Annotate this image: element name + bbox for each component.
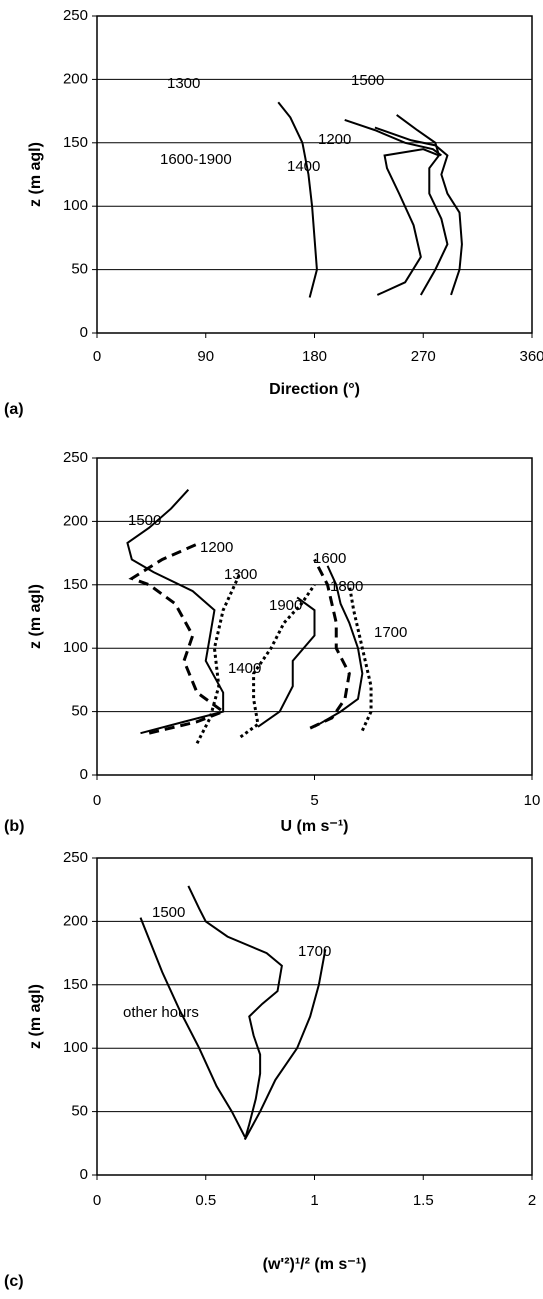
panel-label: (c) [4, 1273, 24, 1290]
y-tick-label: 0 [80, 324, 88, 341]
profile-line [309, 558, 351, 730]
x-tick-label: 0.5 [195, 1192, 216, 1209]
y-tick-label: 50 [71, 261, 88, 278]
x-tick-label: 2 [528, 1192, 536, 1209]
x-axis-label: Direction (°) [269, 381, 360, 398]
x-axis-label: U (m s⁻¹) [281, 818, 349, 835]
series-label: 1500 [128, 512, 161, 529]
profile-line [139, 917, 246, 1138]
series-label: 1200 [200, 539, 233, 556]
x-tick-label: 0 [93, 792, 101, 809]
series-label: 1900 [269, 597, 302, 614]
profile-line [239, 583, 316, 739]
profile-line [344, 119, 442, 157]
x-tick-label: 5 [310, 792, 318, 809]
x-tick-label: 90 [197, 348, 214, 365]
series-label: 1300 [167, 75, 200, 92]
profile-line [128, 542, 227, 735]
y-axis-label: z (m agl) [27, 584, 44, 649]
y-tick-label: 150 [63, 576, 88, 593]
x-tick-label: 0 [93, 348, 101, 365]
profile-line [347, 584, 373, 732]
y-tick-label: 250 [63, 449, 88, 466]
y-tick-label: 150 [63, 976, 88, 993]
series-label: 1700 [298, 943, 331, 960]
plot-frame [96, 457, 533, 776]
profile-line [244, 949, 327, 1140]
series-label: 1600 [313, 550, 346, 567]
series-label: 1300 [224, 566, 257, 583]
plot-frame [96, 15, 533, 334]
series-label: 1700 [374, 624, 407, 641]
series-label: 1200 [318, 131, 351, 148]
y-tick-label: 150 [63, 134, 88, 151]
profile-line [257, 596, 316, 728]
y-tick-label: 100 [63, 1039, 88, 1056]
x-axis-label: (w'²)¹/² (m s⁻¹) [263, 1256, 367, 1273]
series-label: 1500 [351, 72, 384, 89]
y-tick-label: 50 [71, 1103, 88, 1120]
x-tick-label: 180 [302, 348, 327, 365]
y-tick-label: 0 [80, 1166, 88, 1183]
y-axis-label: z (m agl) [27, 142, 44, 207]
plot-frame [96, 857, 533, 1176]
panel-label: (b) [4, 818, 24, 835]
x-tick-label: 10 [524, 792, 541, 809]
profile-line [126, 489, 225, 735]
series-label: other hours [123, 1004, 199, 1021]
profile-line [396, 114, 449, 296]
x-tick-label: 1.5 [413, 1192, 434, 1209]
y-tick-label: 250 [63, 7, 88, 24]
series-label: 1400 [287, 158, 320, 175]
series-label: 1500 [152, 904, 185, 921]
y-tick-label: 50 [71, 703, 88, 720]
profile-line [374, 126, 463, 296]
profile-line [277, 101, 318, 298]
x-tick-label: 0 [93, 1192, 101, 1209]
x-tick-label: 360 [519, 348, 543, 365]
y-tick-label: 100 [63, 197, 88, 214]
y-tick-label: 250 [63, 849, 88, 866]
series-label: 1400 [228, 660, 261, 677]
y-axis-label: z (m agl) [27, 984, 44, 1049]
profile-line [187, 885, 283, 1140]
series-label: 1600-1900 [160, 151, 232, 168]
y-tick-label: 0 [80, 766, 88, 783]
profile-line [376, 148, 440, 296]
y-tick-label: 100 [63, 639, 88, 656]
profile-line [313, 565, 364, 728]
y-tick-label: 200 [63, 70, 88, 87]
series-label: 1800 [330, 578, 363, 595]
y-tick-label: 200 [63, 512, 88, 529]
panel-label: (a) [4, 401, 24, 418]
x-tick-label: 270 [411, 348, 436, 365]
x-tick-label: 1 [310, 1192, 318, 1209]
y-tick-label: 200 [63, 912, 88, 929]
